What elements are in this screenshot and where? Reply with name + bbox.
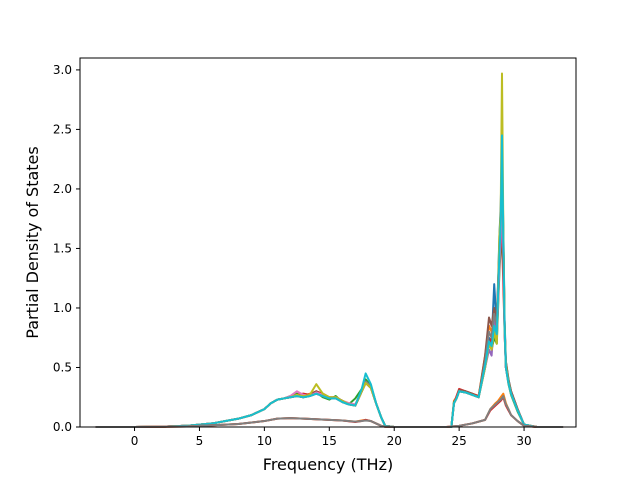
x-axis-ticks: 0 5 10 15 20 25 30 bbox=[131, 427, 532, 448]
y-axis-label: Partial Density of States bbox=[23, 146, 42, 338]
plot-frame bbox=[79, 57, 577, 428]
x-tick-label: 0 bbox=[131, 434, 139, 448]
x-tick-label: 25 bbox=[452, 434, 467, 448]
series-line-10 bbox=[95, 134, 564, 428]
x-tick-label: 10 bbox=[257, 434, 272, 448]
x-tick-label: 30 bbox=[516, 434, 531, 448]
y-tick-label: 3.0 bbox=[53, 63, 72, 77]
x-tick-label: 5 bbox=[196, 434, 204, 448]
y-tick-label: 0.5 bbox=[53, 360, 72, 374]
y-tick-label: 1.0 bbox=[53, 301, 72, 315]
x-tick-label: 15 bbox=[322, 434, 337, 448]
x-axis-label: Frequency (THz) bbox=[263, 455, 393, 474]
y-tick-label: 1.5 bbox=[53, 241, 72, 255]
y-axis-ticks: 0.0 0.5 1.0 1.5 2.0 2.5 3.0 bbox=[53, 63, 80, 434]
y-tick-label: 2.0 bbox=[53, 182, 72, 196]
x-tick-label: 20 bbox=[387, 434, 402, 448]
y-tick-label: 2.5 bbox=[53, 122, 72, 136]
y-tick-label: 0.0 bbox=[53, 420, 72, 434]
